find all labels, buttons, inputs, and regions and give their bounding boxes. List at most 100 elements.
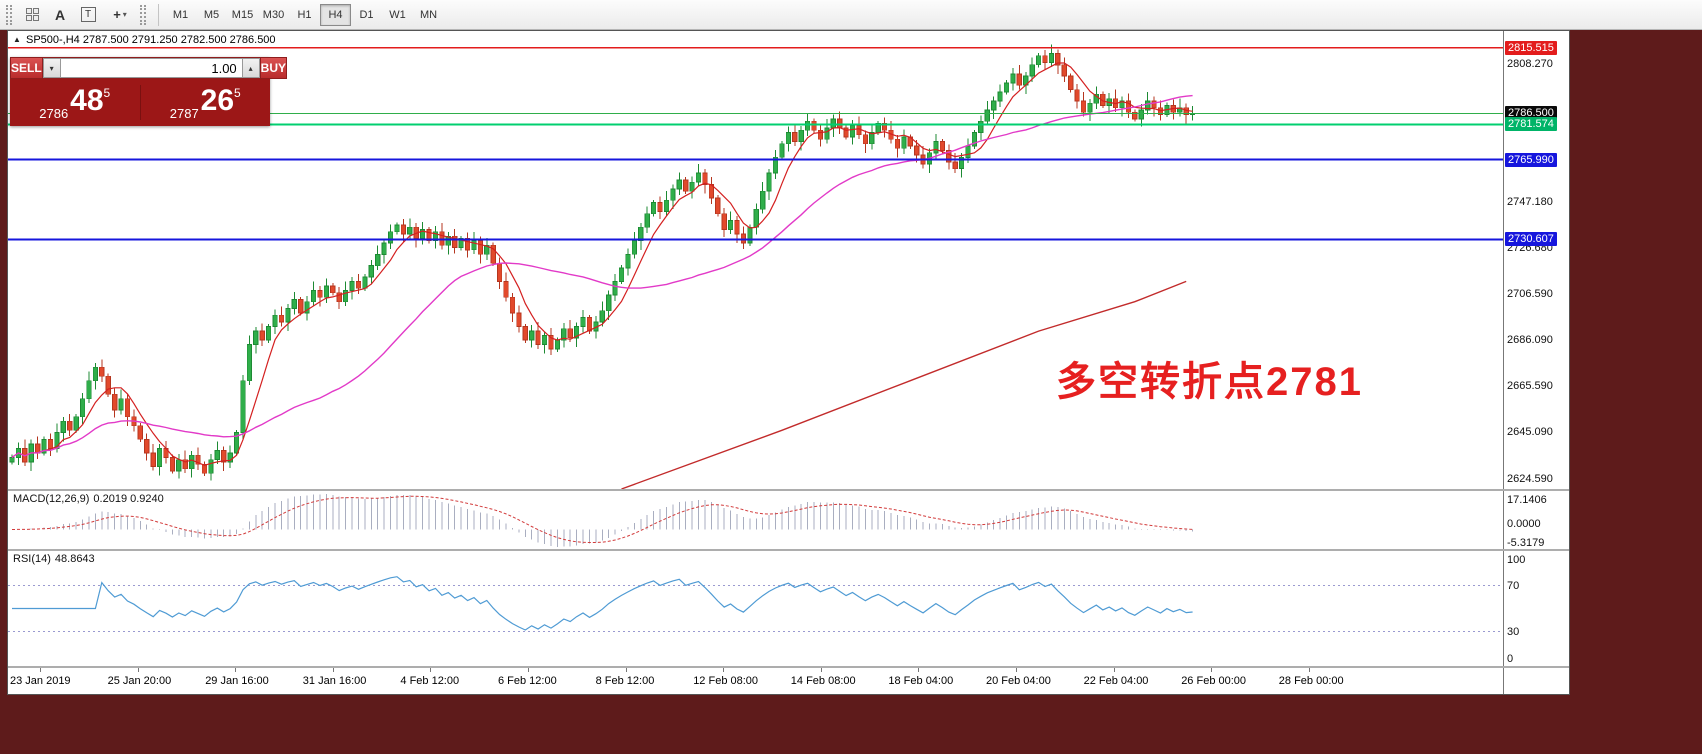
time-tick	[1308, 668, 1310, 672]
time-tick	[820, 668, 822, 672]
buy-price-display: 2787 26 5	[169, 84, 241, 121]
time-tick	[332, 668, 334, 672]
time-label: 20 Feb 04:00	[986, 675, 1051, 687]
axis-label: 100	[1507, 554, 1526, 566]
price-divider	[139, 85, 141, 120]
time-label: 29 Jan 16:00	[205, 675, 269, 687]
toolbar-grip-2[interactable]	[140, 4, 146, 25]
chart-symbol-timeframe: SP500-,H4	[25, 34, 80, 46]
timeframe-button-m15[interactable]: M15	[231, 8, 254, 21]
time-label: 31 Jan 16:00	[302, 675, 367, 687]
text-annotation-icon[interactable]: A	[54, 6, 66, 23]
grid-glyph	[25, 8, 39, 21]
rsi-name: RSI(14)	[13, 553, 51, 565]
toolbar: A T + ▾ M1 M5 M15 M30 H1 H4 D1 W1 MN	[0, 0, 1702, 30]
time-tick	[235, 668, 237, 672]
main-chart-panel: ▲ SP500-,H4 2787.500 2791.250 2782.500 2…	[8, 31, 1503, 489]
axis-label: 17.1406	[1507, 494, 1547, 506]
time-label: 28 Feb 00:00	[1278, 675, 1344, 687]
macd-panel: MACD(12,26,9) 0.2019 0.9240	[8, 491, 1503, 549]
timeframe-button-mn[interactable]: MN	[419, 8, 438, 21]
timeframe-button-m1[interactable]: M1	[172, 8, 189, 21]
rsi-value: 48.8643	[54, 553, 95, 565]
macd-values: 0.2019 0.9240	[93, 493, 164, 505]
time-tick	[1211, 668, 1213, 672]
time-axis[interactable]: 23 Jan 2019 25 Jan 20:00 29 Jan 16:00 31 Ja…	[8, 668, 1503, 694]
sell-button[interactable]: SELL	[10, 57, 43, 79]
chart-header: ▲ SP500-,H4 2787.500 2791.250 2782.500 2…	[13, 34, 276, 46]
timeframe-button-w1[interactable]: W1	[389, 8, 406, 21]
price-level-label: 2781.574	[1505, 117, 1557, 132]
macd-canvas[interactable]	[8, 491, 1503, 549]
axis-label: 2665.590	[1507, 380, 1553, 393]
timeframe-button-h4[interactable]: H4	[320, 3, 351, 26]
price-level-label: 2765.990	[1505, 152, 1557, 167]
timeframe-button-m30[interactable]: M30	[262, 8, 285, 21]
axis-label: 30	[1507, 625, 1520, 638]
price-axis[interactable]: 2808.270 2747.180 2726.680 2706.590 2686.090…	[1503, 31, 1569, 694]
time-label: 23 Jan 2019	[10, 675, 71, 687]
toolbar-separator	[158, 3, 159, 26]
dropdown-arrow-icon: ▾	[122, 10, 127, 19]
axis-label: 2747.180	[1507, 196, 1553, 209]
rsi-panel: RSI(14) 48.8643	[8, 551, 1503, 666]
timeframe-button-m5[interactable]: M5	[203, 8, 220, 21]
macd-name: MACD(12,26,9)	[13, 493, 90, 505]
volume-dropdown-button[interactable]: ▾	[42, 58, 61, 78]
time-label: 8 Feb 12:00	[595, 675, 655, 687]
main-chart-canvas[interactable]	[8, 31, 1503, 489]
rsi-header: RSI(14) 48.8643	[13, 553, 95, 565]
time-label: 18 Feb 04:00	[888, 675, 954, 687]
time-label: 6 Feb 12:00	[498, 675, 557, 687]
time-label: 14 Feb 08:00	[790, 675, 856, 687]
time-tick	[918, 668, 920, 672]
sell-price-display: 2786 48 5	[39, 84, 111, 121]
panel-divider[interactable]	[8, 489, 1569, 491]
macd-header: MACD(12,26,9) 0.2019 0.9240	[13, 493, 164, 505]
axis-label: 2645.090	[1507, 426, 1553, 439]
bid-ask-display: 2786 48 5 2787 26 5	[10, 79, 270, 126]
time-label: 26 Feb 00:00	[1181, 675, 1247, 687]
chart-ohlc-values: 2787.500 2791.250 2782.500 2786.500	[82, 34, 276, 46]
time-tick	[723, 668, 725, 672]
axis-label: 2624.590	[1507, 472, 1553, 485]
axis-label: 2808.270	[1507, 58, 1553, 71]
time-tick	[528, 668, 529, 672]
chart-window: ▲ SP500-,H4 2787.500 2791.250 2782.500 2…	[7, 30, 1570, 695]
price-level-label: 2786.500	[1505, 106, 1557, 121]
axis-label: 2706.590	[1507, 287, 1553, 300]
time-label: 4 Feb 12:00	[400, 675, 460, 687]
time-tick	[1016, 668, 1017, 672]
axis-label: -5.3179	[1507, 537, 1545, 549]
time-tick	[430, 668, 432, 672]
panel-divider[interactable]	[8, 549, 1569, 551]
volume-increase-button[interactable]: ▴	[241, 58, 260, 78]
axis-label: 0	[1507, 653, 1514, 665]
time-tick	[625, 668, 627, 672]
axis-label: 2686.090	[1507, 333, 1553, 346]
time-tick	[1113, 668, 1115, 672]
timeframe-button-h1[interactable]: H1	[297, 8, 312, 21]
time-label: 22 Feb 04:00	[1083, 675, 1149, 687]
price-level-label: 2730.607	[1505, 232, 1557, 247]
rsi-canvas[interactable]	[8, 551, 1503, 666]
toolbar-grip[interactable]	[6, 4, 12, 25]
time-label: 12 Feb 08:00	[693, 675, 759, 687]
axis-label: 0.0000	[1507, 517, 1541, 530]
time-label: 25 Jan 20:00	[107, 675, 172, 687]
volume-control: ▾ ▴	[42, 57, 260, 79]
chart-grid-icon[interactable]	[19, 3, 45, 27]
axis-label: 70	[1507, 579, 1520, 592]
crosshair-tool-icon[interactable]: + ▾	[113, 7, 127, 22]
buy-button[interactable]: BUY	[259, 57, 288, 79]
timeframe-button-d1[interactable]: D1	[359, 8, 374, 21]
time-tick	[137, 668, 139, 672]
price-level-label: 2815.515	[1505, 40, 1557, 55]
text-label-icon[interactable]: T	[75, 3, 101, 27]
panel-divider[interactable]	[8, 666, 1569, 668]
volume-input[interactable]	[60, 58, 242, 78]
annotation-text: 多空转折点2781	[1056, 360, 1363, 404]
symbol-arrow-icon: ▲	[13, 35, 21, 44]
